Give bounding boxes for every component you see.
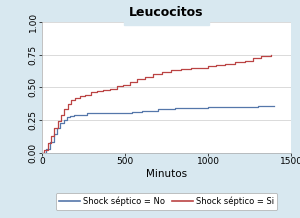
- Legend: Shock séptico = No, Shock séptico = Si: Shock séptico = No, Shock séptico = Si: [56, 193, 278, 209]
- X-axis label: Minutos: Minutos: [146, 169, 187, 179]
- Title: Leucocitos: Leucocitos: [129, 6, 204, 19]
